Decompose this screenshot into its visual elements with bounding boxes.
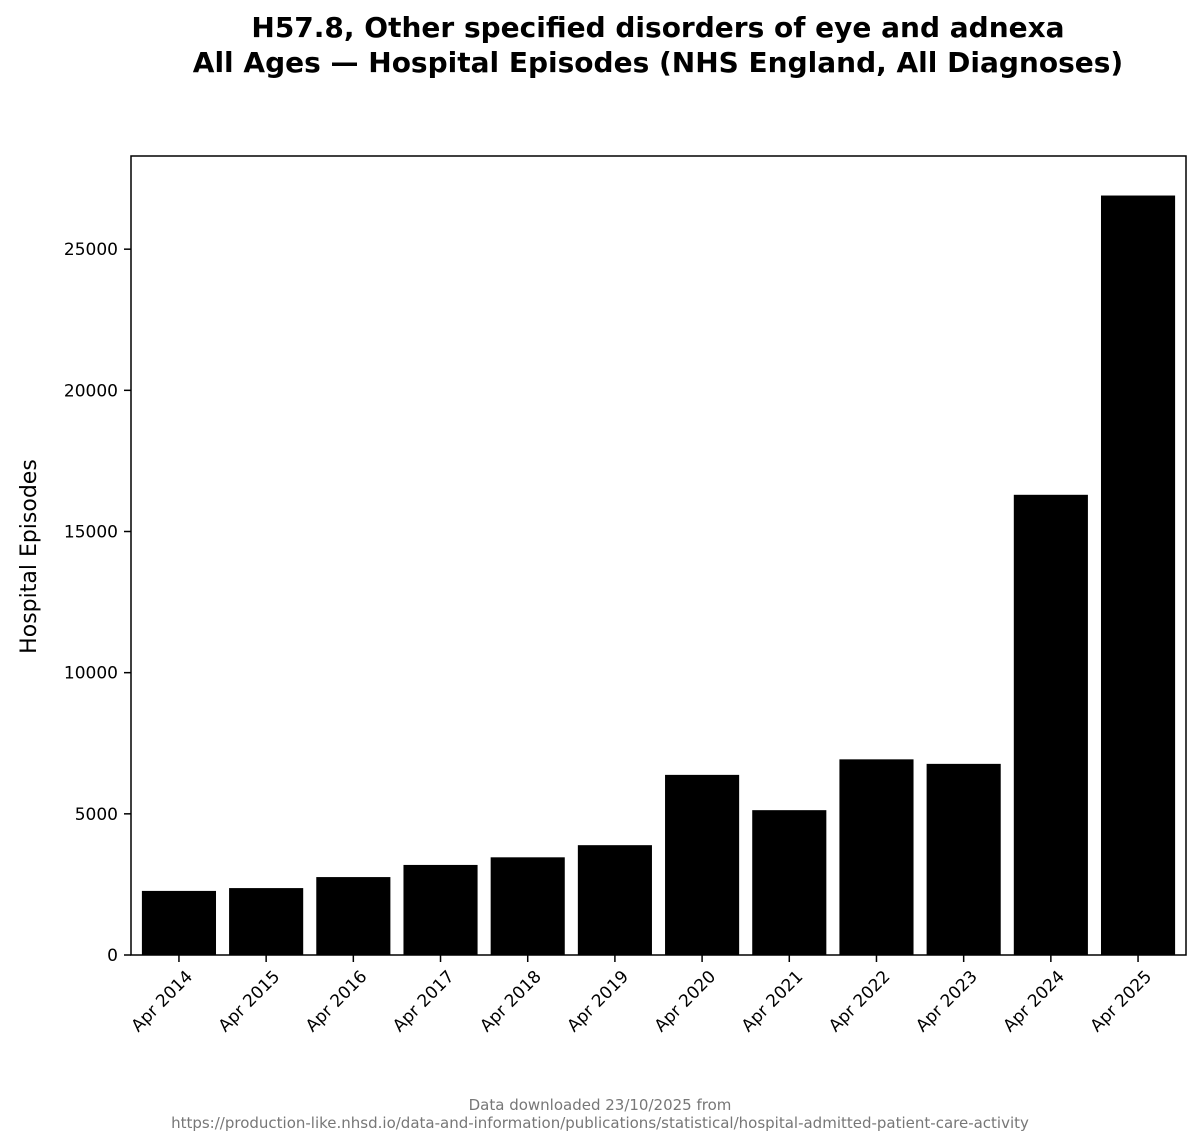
x-tick-label: Apr 2016 xyxy=(302,967,371,1036)
bars-group xyxy=(141,195,1176,956)
bar-apr-2023 xyxy=(926,763,1001,955)
bar-apr-2024 xyxy=(1013,494,1088,955)
bar-apr-2025 xyxy=(1100,195,1176,956)
chart-title-line-1: H57.8, Other specified disorders of eye … xyxy=(251,11,1065,44)
chart-title-line-2: All Ages — Hospital Episodes (NHS Englan… xyxy=(192,46,1124,79)
x-tick-label: Apr 2018 xyxy=(476,967,545,1036)
y-tick-label: 25000 xyxy=(64,240,118,260)
bar-apr-2021 xyxy=(752,810,827,955)
bar-apr-2016 xyxy=(316,877,391,955)
bar-apr-2019 xyxy=(577,845,652,955)
y-tick-label: 15000 xyxy=(64,523,118,543)
x-tick-label: Apr 2020 xyxy=(651,967,720,1036)
x-tick-label: Apr 2025 xyxy=(1087,967,1156,1036)
bar-apr-2018 xyxy=(490,857,565,955)
y-tick-label: 20000 xyxy=(64,381,118,401)
x-tick-label: Apr 2014 xyxy=(128,967,197,1036)
chart-title: H57.8, Other specified disorders of eye … xyxy=(0,10,1200,80)
source-note: Data downloaded 23/10/2025 from https://… xyxy=(0,1096,1200,1132)
source-note-line-1: Data downloaded 23/10/2025 from xyxy=(468,1096,732,1114)
x-tick-label: Apr 2017 xyxy=(389,967,458,1036)
source-note-line-2: https://production-like.nhsd.io/data-and… xyxy=(171,1114,1029,1132)
y-tick-label: 5000 xyxy=(75,805,118,825)
x-tick-label: Apr 2015 xyxy=(215,967,284,1036)
x-tick-label: Apr 2019 xyxy=(564,967,633,1036)
x-tick-label: Apr 2024 xyxy=(1000,967,1069,1036)
x-axis: Apr 2014 Apr 2015 Apr 2016 Apr 2017 Apr 2018… xyxy=(128,955,1156,1036)
x-tick-label: Apr 2022 xyxy=(825,967,894,1036)
bar-apr-2022 xyxy=(839,759,914,955)
y-tick-label: 0 xyxy=(107,946,118,966)
bar-apr-2020 xyxy=(665,774,740,955)
y-axis-label: Hospital Episodes xyxy=(17,459,42,654)
y-axis: 0 5000 10000 15000 20000 25000 xyxy=(64,240,131,966)
plot-frame xyxy=(130,155,1187,956)
x-tick-label: Apr 2021 xyxy=(738,967,807,1036)
bar-apr-2014 xyxy=(141,890,217,955)
bar-apr-2015 xyxy=(229,888,304,955)
bar-apr-2017 xyxy=(403,864,478,955)
x-tick-label: Apr 2023 xyxy=(912,967,981,1036)
y-tick-label: 10000 xyxy=(64,664,118,684)
